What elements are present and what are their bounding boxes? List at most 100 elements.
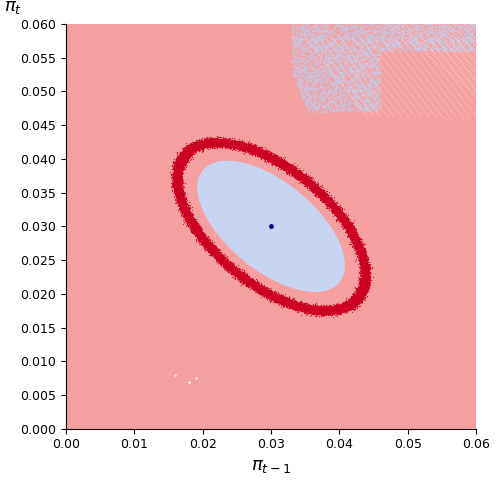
- Point: [188, 218, 196, 226]
- Point: [316, 63, 324, 70]
- Point: [295, 75, 303, 83]
- Point: [344, 216, 352, 224]
- Point: [175, 154, 183, 161]
- Point: [226, 262, 234, 270]
- Point: [169, 178, 177, 186]
- Point: [360, 265, 368, 272]
- Point: [325, 309, 332, 317]
- Point: [328, 64, 336, 72]
- Point: [196, 232, 204, 240]
- Point: [292, 304, 300, 312]
- Point: [354, 289, 362, 296]
- Point: [314, 307, 322, 315]
- Point: [258, 143, 266, 151]
- Point: [295, 303, 303, 311]
- Point: [319, 189, 327, 197]
- Point: [306, 303, 314, 310]
- Point: [173, 181, 181, 188]
- Point: [290, 169, 298, 177]
- Point: [170, 171, 178, 179]
- Point: [278, 161, 286, 169]
- Point: [334, 306, 342, 314]
- Point: [300, 174, 308, 182]
- Point: [357, 258, 365, 266]
- Point: [298, 174, 306, 182]
- Point: [198, 228, 206, 236]
- Point: [236, 271, 244, 279]
- Point: [312, 59, 320, 67]
- Point: [278, 295, 286, 302]
- Point: [181, 209, 189, 216]
- Point: [285, 165, 293, 173]
- Point: [345, 229, 353, 237]
- Point: [365, 82, 373, 90]
- Point: [266, 287, 274, 295]
- Point: [360, 278, 368, 285]
- Point: [319, 70, 327, 78]
- Point: [176, 167, 184, 175]
- Point: [308, 85, 316, 93]
- Point: [208, 140, 216, 147]
- Point: [180, 201, 188, 209]
- Point: [267, 154, 275, 161]
- Point: [178, 159, 186, 167]
- Point: [257, 286, 265, 294]
- Point: [234, 140, 242, 147]
- Point: [305, 304, 313, 311]
- Point: [311, 307, 319, 314]
- Point: [357, 287, 365, 295]
- Point: [257, 285, 265, 293]
- Point: [277, 293, 285, 301]
- Point: [285, 169, 293, 177]
- Point: [294, 167, 302, 175]
- Point: [266, 158, 274, 165]
- Point: [304, 179, 312, 187]
- Point: [285, 166, 293, 174]
- Point: [341, 43, 349, 51]
- Point: [180, 153, 188, 161]
- Point: [305, 98, 313, 106]
- Point: [343, 229, 351, 237]
- Point: [217, 258, 225, 266]
- Point: [334, 205, 342, 213]
- Point: [296, 305, 304, 312]
- Point: [362, 279, 370, 286]
- Point: [336, 306, 344, 313]
- Point: [297, 43, 305, 51]
- Point: [351, 300, 359, 308]
- Point: [354, 287, 362, 295]
- Point: [203, 241, 211, 249]
- Point: [324, 304, 331, 312]
- Point: [207, 242, 215, 250]
- Point: [179, 152, 187, 160]
- Point: [324, 196, 331, 203]
- Point: [218, 255, 226, 263]
- Point: [230, 259, 238, 267]
- Point: [170, 166, 178, 174]
- Point: [177, 196, 185, 203]
- Point: [273, 291, 281, 299]
- Point: [294, 304, 302, 312]
- Point: [199, 237, 207, 245]
- Point: [288, 164, 296, 172]
- Point: [359, 270, 367, 278]
- Point: [227, 142, 235, 149]
- Point: [213, 135, 221, 143]
- Point: [350, 228, 358, 236]
- Point: [289, 164, 297, 172]
- Point: [265, 289, 273, 296]
- Point: [321, 55, 329, 63]
- Point: [335, 208, 343, 215]
- Point: [275, 293, 283, 301]
- Point: [170, 170, 178, 178]
- Point: [255, 149, 263, 157]
- Point: [213, 134, 221, 141]
- Point: [236, 277, 244, 285]
- Point: [358, 276, 366, 284]
- Point: [175, 170, 183, 177]
- Point: [177, 203, 185, 211]
- Point: [219, 137, 227, 145]
- Point: [175, 192, 183, 200]
- Point: [266, 290, 274, 297]
- Point: [355, 246, 363, 254]
